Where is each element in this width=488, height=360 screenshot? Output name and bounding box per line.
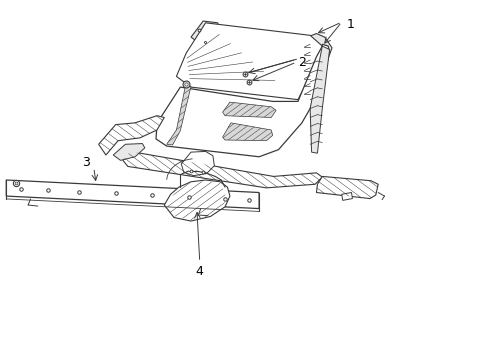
Polygon shape — [316, 176, 377, 199]
Polygon shape — [6, 180, 259, 208]
Polygon shape — [222, 123, 272, 141]
Polygon shape — [166, 86, 191, 145]
Polygon shape — [99, 116, 164, 155]
Polygon shape — [122, 152, 322, 188]
Polygon shape — [222, 102, 276, 117]
Polygon shape — [166, 86, 191, 145]
Polygon shape — [309, 46, 329, 153]
Text: 1: 1 — [346, 18, 354, 31]
Polygon shape — [222, 102, 276, 117]
Polygon shape — [113, 144, 144, 160]
Polygon shape — [222, 123, 272, 141]
Text: 4: 4 — [195, 265, 203, 278]
Text: 3: 3 — [82, 156, 90, 169]
Polygon shape — [166, 181, 225, 220]
Polygon shape — [176, 23, 322, 100]
Polygon shape — [341, 193, 352, 201]
Polygon shape — [164, 180, 229, 221]
Text: 2: 2 — [297, 55, 305, 69]
Polygon shape — [191, 21, 219, 46]
Polygon shape — [295, 33, 331, 102]
Polygon shape — [122, 152, 322, 188]
Polygon shape — [181, 152, 214, 176]
Polygon shape — [316, 176, 377, 199]
Polygon shape — [99, 116, 164, 155]
Polygon shape — [156, 44, 329, 157]
